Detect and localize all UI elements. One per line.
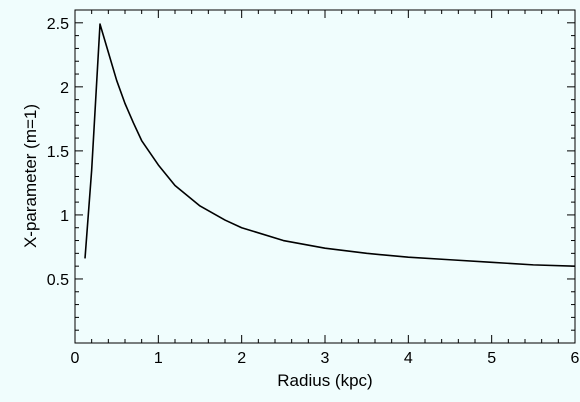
x-tick-label: 5 <box>487 350 496 367</box>
x-tick-label: 0 <box>71 350 80 367</box>
x-tick-labels: 0 1 2 3 4 5 6 <box>71 350 580 367</box>
y-tick-label: 2.5 <box>47 16 69 33</box>
x-tick-label: 2 <box>237 350 246 367</box>
y-tick-label: 0.5 <box>47 272 69 289</box>
y-tick-label: 1.5 <box>47 144 69 161</box>
x-tick-label: 4 <box>404 350 413 367</box>
series-line <box>84 23 576 267</box>
x-tick-label: 3 <box>321 350 330 367</box>
x-tick-label: 6 <box>571 350 580 367</box>
plot-area <box>74 9 576 344</box>
y-tick-label: 1 <box>60 208 69 225</box>
y-axis-label: X-parameter (m=1) <box>21 104 40 248</box>
y-tick-labels: 0.5 1 1.5 2 2.5 <box>47 16 69 289</box>
y-tick-label: 2 <box>60 80 69 97</box>
tick-marks <box>74 10 576 343</box>
series-layer <box>84 23 576 267</box>
x-axis-label: Radius (kpc) <box>277 371 372 390</box>
x-tick-label: 1 <box>154 350 163 367</box>
